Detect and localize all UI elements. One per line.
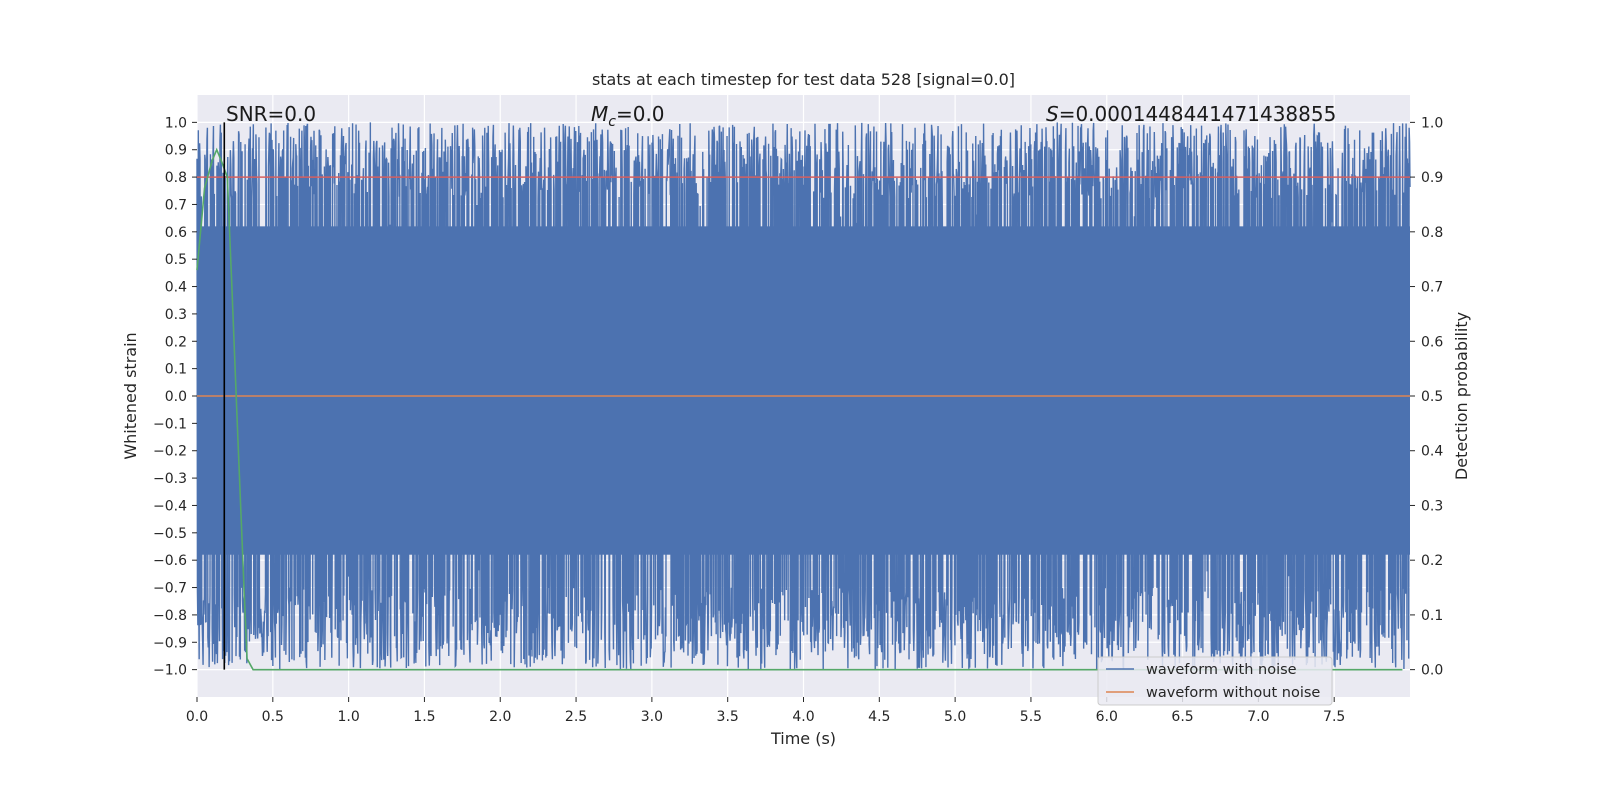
mc-annotation: Mc=0.0 <box>591 102 665 130</box>
y2-tick-label: 0.7 <box>1421 280 1443 296</box>
y-tick-label: −0.1 <box>153 416 187 432</box>
x-tick-label: 6.0 <box>1096 709 1118 725</box>
y2-tick-label: 0.9 <box>1421 170 1443 186</box>
legend-label-noise: waveform with noise <box>1146 662 1297 678</box>
mc-value: =0.0 <box>616 102 665 126</box>
s-annotation: S=0.0001448441471438855 <box>1046 102 1336 126</box>
y-tick-label: −0.8 <box>153 608 187 624</box>
x-tick-label: 7.5 <box>1323 709 1345 725</box>
legend-label-clean: waveform without noise <box>1146 685 1320 701</box>
mc-subscript: c <box>608 114 616 130</box>
series-detection-probability <box>196 147 1403 671</box>
y-tick-label: −0.4 <box>153 498 187 514</box>
y2-tick-label: 0.0 <box>1421 663 1443 679</box>
x-tick-label: 2.0 <box>489 709 511 725</box>
y-tick-label: 0.3 <box>165 307 187 323</box>
y2-tick-label: 0.4 <box>1421 444 1443 460</box>
y-tick-label: −0.7 <box>153 581 187 597</box>
y-tick-label: 1.0 <box>165 115 187 131</box>
mc-symbol: M <box>591 102 608 126</box>
x-tick-label: 4.0 <box>792 709 814 725</box>
legend-box <box>1097 656 1333 706</box>
y2-tick-label: 0.2 <box>1421 553 1443 569</box>
data-layer <box>196 122 1411 671</box>
y-tick-label: −0.5 <box>153 526 187 542</box>
y2-tick-label: 0.6 <box>1421 334 1443 350</box>
y2-axis-label: Detection probability <box>1452 312 1471 480</box>
x-tick-label: 3.5 <box>717 709 739 725</box>
y2-tick-label: 1.0 <box>1421 115 1443 131</box>
y-tick-label: 0.4 <box>165 280 187 296</box>
x-tick-label: 1.5 <box>413 709 435 725</box>
x-tick-label: 1.0 <box>337 709 359 725</box>
y2-tick-label: 0.5 <box>1421 389 1443 405</box>
y-tick-label: 0.6 <box>165 225 187 241</box>
x-tick-label: 2.5 <box>565 709 587 725</box>
x-axis-label: Time (s) <box>770 729 836 748</box>
y-tick-label: 0.1 <box>165 362 187 378</box>
legend: waveform with noise waveform without noi… <box>1097 656 1333 706</box>
y2-tick-label: 0.1 <box>1421 608 1443 624</box>
y-tick-label: 0.8 <box>165 170 187 186</box>
snr-annotation: SNR=0.0 <box>226 102 316 126</box>
y-tick-label: 0.7 <box>165 197 187 213</box>
y-tick-label: −0.2 <box>153 444 187 460</box>
ticks: 0.0 0.5 1.0 1.5 2.0 2.5 3.0 3.5 4.0 4.5 5.0 5.5 6.0 6… <box>153 115 1443 725</box>
y-tick-label: −0.3 <box>153 471 187 487</box>
x-tick-label: 0.5 <box>262 709 284 725</box>
s-symbol: S <box>1046 102 1059 126</box>
chart-title: stats at each timestep for test data 528… <box>592 70 1015 89</box>
x-tick-label: 3.0 <box>641 709 663 725</box>
y-tick-label: −0.6 <box>153 553 187 569</box>
y-tick-label: 0.9 <box>165 143 187 159</box>
y-tick-label: −0.9 <box>153 635 187 651</box>
x-tick-label: 7.0 <box>1247 709 1269 725</box>
y-tick-label: 0.2 <box>165 334 187 350</box>
y-tick-label: 0.5 <box>165 252 187 268</box>
x-tick-label: 5.0 <box>944 709 966 725</box>
x-tick-label: 0.0 <box>186 709 208 725</box>
x-tick-label: 6.5 <box>1171 709 1193 725</box>
x-tick-label: 4.5 <box>868 709 890 725</box>
y2-tick-label: 0.8 <box>1421 225 1443 241</box>
y-tick-label: −1.0 <box>153 663 187 679</box>
s-value: =0.0001448441471438855 <box>1059 102 1337 126</box>
y2-tick-label: 0.3 <box>1421 498 1443 514</box>
y-axis-label: Whitened strain <box>121 332 140 459</box>
x-tick-label: 5.5 <box>1020 709 1042 725</box>
y-tick-label: 0.0 <box>165 389 187 405</box>
noise-dense-band <box>197 226 1410 555</box>
